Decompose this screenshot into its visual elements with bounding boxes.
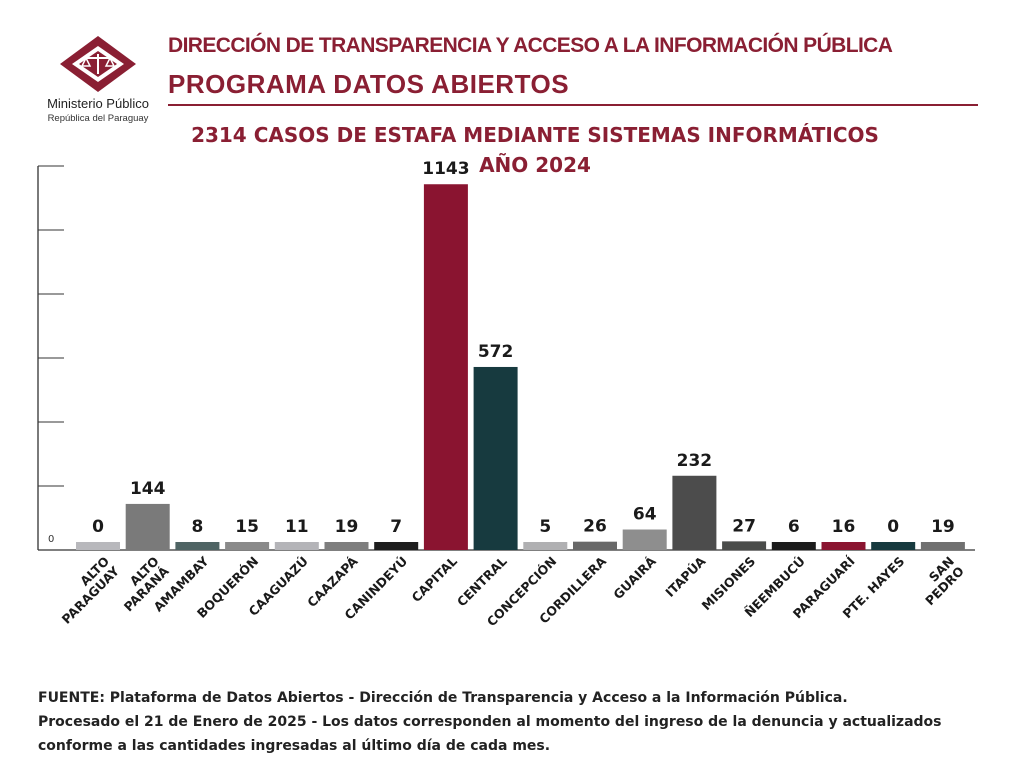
footer-note: conforme a las cantidades ingresadas al …	[38, 738, 551, 754]
data-label: 0	[887, 517, 899, 537]
data-label: 572	[478, 342, 514, 362]
y-tick-label: 0	[48, 534, 54, 545]
data-label: 26	[583, 517, 607, 537]
logo-name: Ministerio Público	[47, 96, 149, 111]
bar	[672, 475, 717, 550]
bar	[175, 542, 220, 550]
bar	[920, 542, 965, 550]
footer-processed: Procesado el 21 de Enero de 2025 - Los d…	[38, 714, 942, 730]
bar	[374, 542, 419, 550]
data-label: 6	[788, 517, 800, 537]
bar-chart: 00ALTOPARAGUAY144ALTOPARANÁ8AMAMBAY15BOQ…	[37, 159, 975, 629]
x-tick-label-line: CAPITAL	[409, 553, 461, 605]
bar	[225, 542, 270, 550]
program-title: PROGRAMA DATOS ABIERTOS	[168, 69, 570, 99]
data-label: 27	[732, 516, 756, 536]
ministerio-logo: Ministerio Público República del Paragua…	[28, 30, 168, 130]
bar	[622, 529, 667, 550]
bar	[473, 366, 518, 550]
chart-subtitle: AÑO 2024	[479, 153, 591, 177]
footer-notes: FUENTE: Plataforma de Datos Abiertos - D…	[38, 686, 998, 758]
bar	[771, 542, 816, 550]
data-label: 0	[92, 517, 104, 537]
bar	[821, 542, 866, 550]
data-label: 64	[633, 505, 657, 525]
bar	[125, 503, 170, 550]
data-label: 5	[539, 517, 551, 537]
data-label: 7	[390, 517, 402, 537]
bar	[76, 542, 120, 550]
x-tick-label: GUAIRÁ	[610, 553, 659, 602]
bar	[871, 542, 916, 550]
bar	[423, 184, 468, 551]
data-label: 19	[931, 517, 955, 537]
data-label: 16	[832, 517, 856, 537]
data-label: 8	[191, 517, 203, 537]
data-label: 19	[335, 517, 359, 537]
bar	[274, 542, 319, 550]
chart-title: 2314 CASOS DE ESTAFA MEDIANTE SISTEMAS I…	[191, 123, 879, 147]
org-title: DIRECCIÓN DE TRANSPARENCIA Y ACCESO A LA…	[168, 34, 893, 57]
x-tick-label: ITAPÚA	[662, 553, 709, 600]
justice-scales-icon	[60, 36, 136, 92]
bar	[523, 542, 568, 550]
chart-title-block: 2314 CASOS DE ESTAFA MEDIANTE SISTEMAS I…	[150, 120, 920, 180]
x-tick-label-line: ITAPÚA	[662, 553, 709, 600]
x-tick-label: SANPEDRO	[912, 554, 967, 609]
footer-source: FUENTE: Plataforma de Datos Abiertos - D…	[38, 690, 848, 706]
data-label: 1143	[422, 159, 469, 179]
x-tick-label: CAPITAL	[409, 553, 461, 605]
header-divider	[168, 104, 978, 106]
x-tick-label-line: GUAIRÁ	[610, 553, 659, 602]
bar	[573, 541, 617, 550]
data-label: 232	[677, 451, 713, 471]
logo-subtitle: República del Paraguay	[47, 113, 149, 124]
bar	[722, 541, 767, 550]
x-tick-label: ALTOPARAGUAY	[49, 553, 123, 627]
bar	[324, 542, 369, 550]
data-label: 11	[285, 517, 309, 537]
data-label: 15	[235, 517, 259, 537]
data-label: 144	[130, 479, 166, 499]
